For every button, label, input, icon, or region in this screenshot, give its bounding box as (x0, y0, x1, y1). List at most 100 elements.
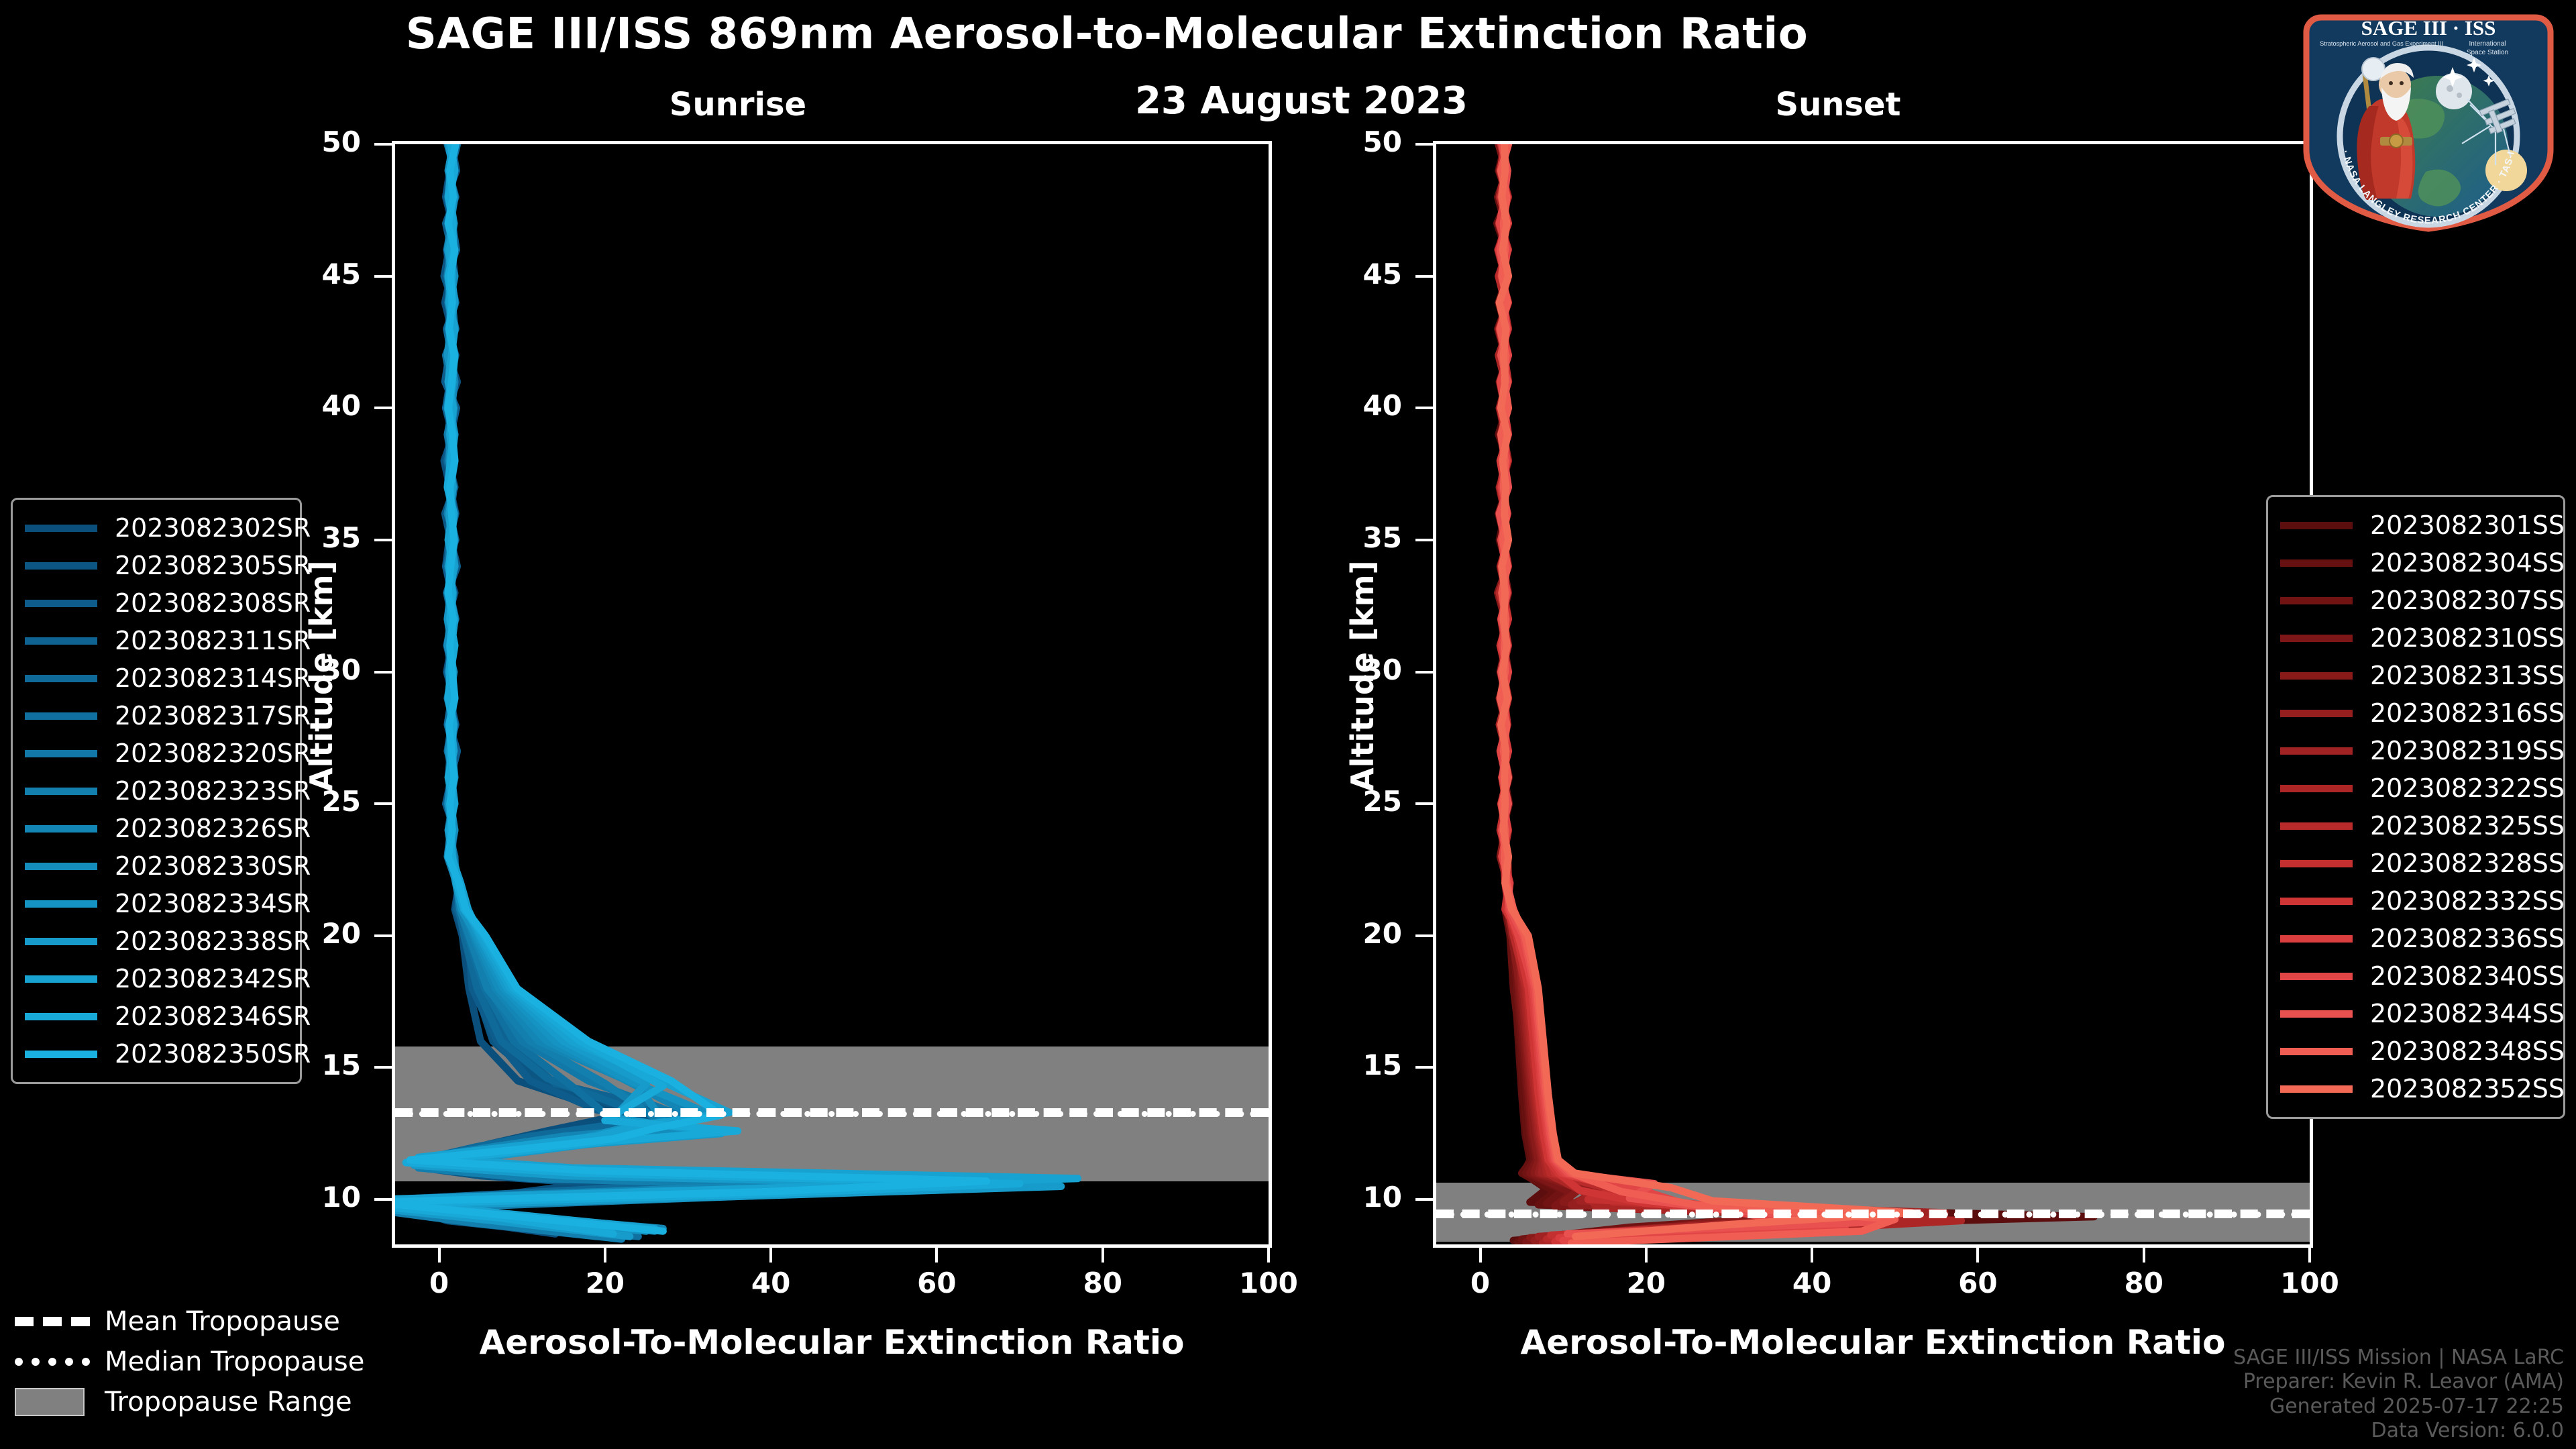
legend-item-label: 2023082336SS (2370, 924, 2565, 953)
legend-item[interactable]: 2023082344SS (2280, 995, 2565, 1032)
x-axis-tick (437, 1248, 441, 1263)
credits-block: SAGE III/ISS Mission | NASA LaRC Prepare… (2233, 1346, 2564, 1444)
legend-item[interactable]: 2023082302SR (25, 509, 311, 547)
legend-color-swatch-icon (25, 1012, 97, 1020)
x-axis-tick (935, 1248, 938, 1263)
legend-item-label: 2023082313SS (2370, 661, 2565, 690)
series-line (1495, 144, 1866, 1244)
legend-item[interactable]: 2023082334SR (25, 885, 311, 922)
y-axis-tick-label: 30 (321, 653, 361, 686)
legend-item-label: 2023082305SR (115, 551, 311, 580)
legend-item-label: 2023082334SR (115, 889, 311, 918)
legend-item[interactable]: 2023082308SR (25, 584, 311, 622)
legend-label-range: Tropopause Range (105, 1387, 352, 1417)
legend-color-swatch-icon (2280, 1047, 2353, 1055)
legend-item[interactable]: 2023082332SS (2280, 882, 2565, 920)
legend-item[interactable]: 2023082319SS (2280, 732, 2565, 769)
legend-item[interactable]: 2023082305SR (25, 547, 311, 584)
legend-item-label: 2023082352SS (2370, 1074, 2565, 1104)
legend-color-swatch-icon (2280, 972, 2353, 980)
legend-item[interactable]: 2023082313SS (2280, 657, 2565, 694)
date-subtitle: 23 August 2023 (1134, 79, 1468, 123)
legend-item[interactable]: 2023082320SR (25, 735, 311, 772)
credit-generated: Generated 2025-07-17 22:25 (2269, 1394, 2564, 1418)
logo-subtitle-right-2: Space Station (2467, 49, 2508, 56)
dashed-line-icon (15, 1317, 90, 1326)
legend-item[interactable]: 2023082338SR (25, 922, 311, 960)
page-title: SAGE III/ISS 869nm Aerosol-to-Molecular … (405, 9, 1809, 59)
legend-item[interactable]: 2023082336SS (2280, 920, 2565, 957)
legend-item-label: 2023082316SS (2370, 698, 2565, 728)
y-axis-tick-label: 50 (321, 125, 361, 158)
series-line (1495, 144, 1899, 1243)
legend-item[interactable]: 2023082316SS (2280, 694, 2565, 732)
legend-item[interactable]: 2023082304SS (2280, 544, 2565, 582)
legend-item[interactable]: 2023082352SS (2280, 1070, 2565, 1108)
y-axis-tick (1415, 407, 1433, 410)
legend-item-label: 2023082348SS (2370, 1036, 2565, 1066)
legend-item[interactable]: 2023082326SR (25, 810, 311, 847)
series-line (395, 144, 991, 1235)
legend-item-tropopause-range: Tropopause Range (15, 1382, 390, 1422)
legend-item[interactable]: 2023082328SS (2280, 845, 2565, 882)
legend-item[interactable]: 2023082340SS (2280, 957, 2565, 995)
legend-color-swatch-icon (25, 712, 97, 720)
y-axis-tick (374, 670, 392, 674)
legend-color-swatch-icon (25, 524, 97, 532)
x-axis-tick (2308, 1248, 2311, 1263)
legend-item[interactable]: 2023082323SR (25, 772, 311, 810)
legend-item-label: 2023082307SS (2370, 586, 2565, 615)
legend-item[interactable]: 2023082310SS (2280, 619, 2565, 657)
legend-item[interactable]: 2023082346SR (25, 998, 311, 1035)
legend-item-label: 2023082311SR (115, 626, 311, 655)
legend-item[interactable]: 2023082325SS (2280, 807, 2565, 845)
sunset-series-legend[interactable]: 2023082301SS 2023082304SS 2023082307SS 2023… (2266, 495, 2565, 1119)
sunrise-series-legend[interactable]: 2023082302SR 2023082305SR 2023082308SR 2023… (11, 498, 311, 1084)
x-axis-tick-label: 80 (1083, 1267, 1122, 1299)
x-axis-tick-label: 100 (2280, 1267, 2339, 1299)
dotted-line-icon (15, 1358, 90, 1366)
legend-item[interactable]: 2023082348SS (2280, 1032, 2565, 1070)
legend-color-swatch-icon (2280, 859, 2353, 867)
legend-color-swatch-icon (25, 900, 97, 908)
legend-color-swatch-icon (2280, 672, 2353, 680)
legend-item[interactable]: 2023082350SR (25, 1035, 311, 1073)
series-line (395, 144, 1082, 1232)
legend-item-label: 2023082330SR (115, 851, 311, 881)
legend-item[interactable]: 2023082322SS (2280, 769, 2565, 807)
legend-color-swatch-icon (25, 674, 97, 682)
x-axis-tick-label: 40 (751, 1267, 791, 1299)
series-line (395, 144, 1007, 1238)
legend-item-label: 2023082350SR (115, 1039, 311, 1069)
series-line (1494, 144, 1882, 1244)
x-axis-tick-label: 0 (1470, 1267, 1491, 1299)
x-axis-tick-label: 80 (2124, 1267, 2163, 1299)
legend-item[interactable]: 2023082317SR (25, 697, 311, 735)
y-axis-tick (1415, 802, 1433, 806)
sunrise-panel-title: Sunrise (669, 86, 807, 123)
x-axis-tick-label: 60 (917, 1267, 957, 1299)
y-axis-tick (374, 934, 392, 937)
legend-item-label: 2023082320SR (115, 739, 311, 768)
y-axis-tick-label: 10 (321, 1181, 361, 1214)
legend-item[interactable]: 2023082307SS (2280, 582, 2565, 619)
x-axis-tick (1811, 1248, 1814, 1263)
y-axis-tick-label: 45 (321, 257, 361, 290)
legend-item[interactable]: 2023082330SR (25, 847, 311, 885)
x-axis-tick-label: 20 (585, 1267, 625, 1299)
x-axis-tick (1479, 1248, 1482, 1263)
legend-color-swatch-icon (2280, 709, 2353, 717)
series-line (395, 144, 974, 1232)
series-line (1495, 144, 1915, 1240)
legend-label-mean: Mean Tropopause (105, 1306, 340, 1337)
legend-item[interactable]: 2023082314SR (25, 659, 311, 697)
sunset-x-axis-label: Aerosol-To-Molecular Extinction Ratio (1520, 1323, 2226, 1362)
legend-item[interactable]: 2023082342SR (25, 960, 311, 998)
legend-item-label: 2023082322SS (2370, 773, 2565, 803)
series-line (1493, 144, 2098, 1244)
x-axis-tick (1976, 1248, 1980, 1263)
legend-item[interactable]: 2023082301SS (2280, 506, 2565, 544)
legend-item-label: 2023082344SS (2370, 999, 2565, 1028)
legend-item[interactable]: 2023082311SR (25, 622, 311, 659)
legend-color-swatch-icon (2280, 934, 2353, 943)
